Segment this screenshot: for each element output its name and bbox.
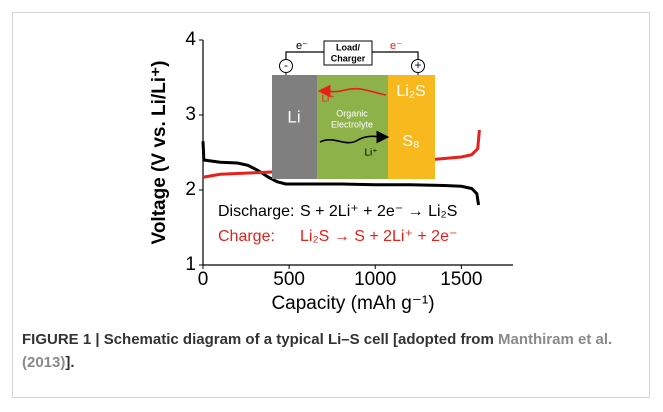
anode-block <box>272 75 317 179</box>
y-tick-label: 3 <box>185 104 196 125</box>
y-axis-title: Voltage (V vs. Li/Li⁺) <box>149 61 170 245</box>
electron-label: e⁻ <box>296 40 308 52</box>
anode-label: Li <box>287 107 300 126</box>
terminal-sign: - <box>284 58 288 72</box>
load-label: Charger <box>331 53 366 63</box>
figure-caption: FIGURE 1 | Schematic diagram of a typica… <box>22 328 632 374</box>
terminal-sign: + <box>414 58 421 72</box>
y-tick-label: 4 <box>185 29 196 50</box>
x-tick-label: 1500 <box>440 269 482 290</box>
ion-label: Li⁺ <box>321 94 334 105</box>
x-tick-label: 500 <box>273 269 305 290</box>
x-axis-title: Capacity (mAh g⁻¹) <box>271 293 434 314</box>
cathode-label: S₈ <box>402 133 419 150</box>
cell-schematic: e⁻ e⁻ Load/ Charger - + Li Li⁺ Organic E… <box>272 40 435 179</box>
annotation-equation: S + 2Li⁺ + 2e⁻ → Li₂S <box>300 203 457 220</box>
chart: e⁻ e⁻ Load/ Charger - + Li Li⁺ Organic E… <box>0 0 663 320</box>
y-tick-label: 1 <box>185 254 196 275</box>
annotation-label: Charge: <box>218 228 275 245</box>
caption-text: ]. <box>65 354 74 371</box>
electrolyte-label: Organic <box>336 108 368 118</box>
caption-text: FIGURE 1 | Schematic diagram of a typica… <box>22 331 494 348</box>
electron-label: e⁻ <box>390 40 402 52</box>
cathode-label: Li₂S <box>396 83 425 100</box>
x-tick-label: 0 <box>198 269 209 290</box>
annotation-label: Discharge: <box>218 203 294 220</box>
y-tick-label: 2 <box>185 179 196 200</box>
x-tick-label: 1000 <box>354 269 396 290</box>
load-label: Load/ <box>336 42 360 52</box>
ion-label: Li⁺ <box>364 148 377 159</box>
annotation-equation: Li₂S → S + 2Li⁺ + 2e⁻ <box>300 228 457 245</box>
electrolyte-label: Electrolyte <box>331 119 373 129</box>
